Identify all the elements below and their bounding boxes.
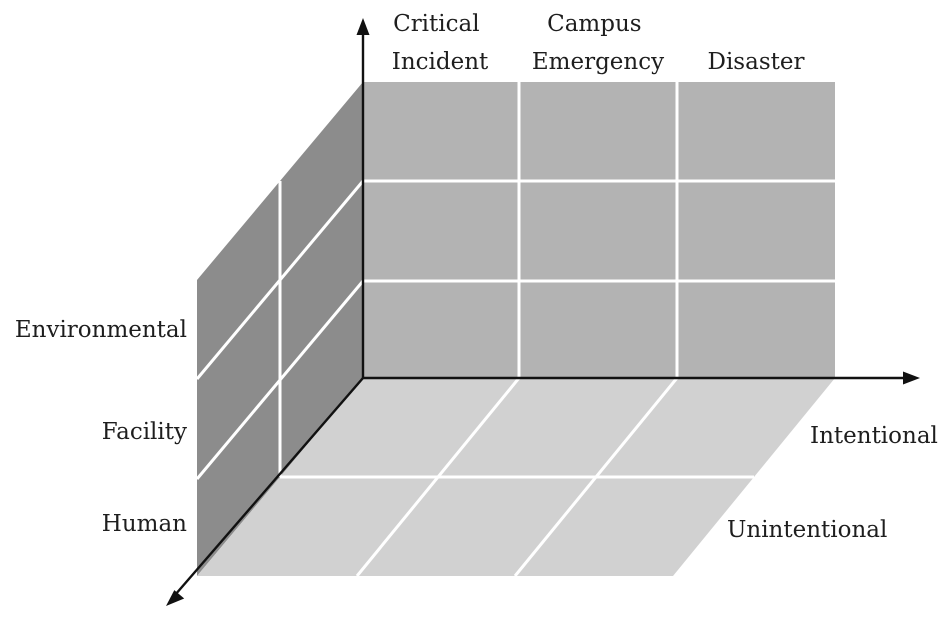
floor-grid-line [355,377,521,577]
column-label-campus-emergency: Campus Emergency [532,11,664,75]
side-wall-grid-line [195,280,365,480]
side-wall-grid-line [195,180,365,380]
row-labels: Environmental Facility Human [15,317,187,537]
depth-axis-arrowhead [166,590,185,606]
row-label-facility: Facility [102,419,187,445]
axes [166,18,920,606]
row-label-human: Human [102,511,187,537]
column-label-line: Incident [392,49,489,75]
horizontal-axis-arrowhead [903,371,920,385]
floor-grid-line [513,377,679,577]
column-label-critical-incident: Critical Incident [392,11,489,75]
column-labels: Critical Incident Campus Emergency Disas… [392,11,805,75]
column-label-disaster: Disaster [708,49,805,75]
row-label-environmental: Environmental [15,317,187,343]
column-label-line: Campus [547,11,641,37]
column-label-line: Critical [393,11,480,37]
vertical-axis-arrowhead [356,18,370,35]
side-wall [195,82,365,576]
depth-label-unintentional: Unintentional [727,517,887,543]
column-label-line: Emergency [532,49,664,75]
depth-label-intentional: Intentional [810,423,938,449]
back-wall-panel [363,82,835,378]
floor [197,377,835,577]
depth-axis [174,377,364,596]
depth-labels: Intentional Unintentional [727,423,938,543]
column-label-line: Disaster [708,49,805,75]
back-wall [363,82,835,378]
